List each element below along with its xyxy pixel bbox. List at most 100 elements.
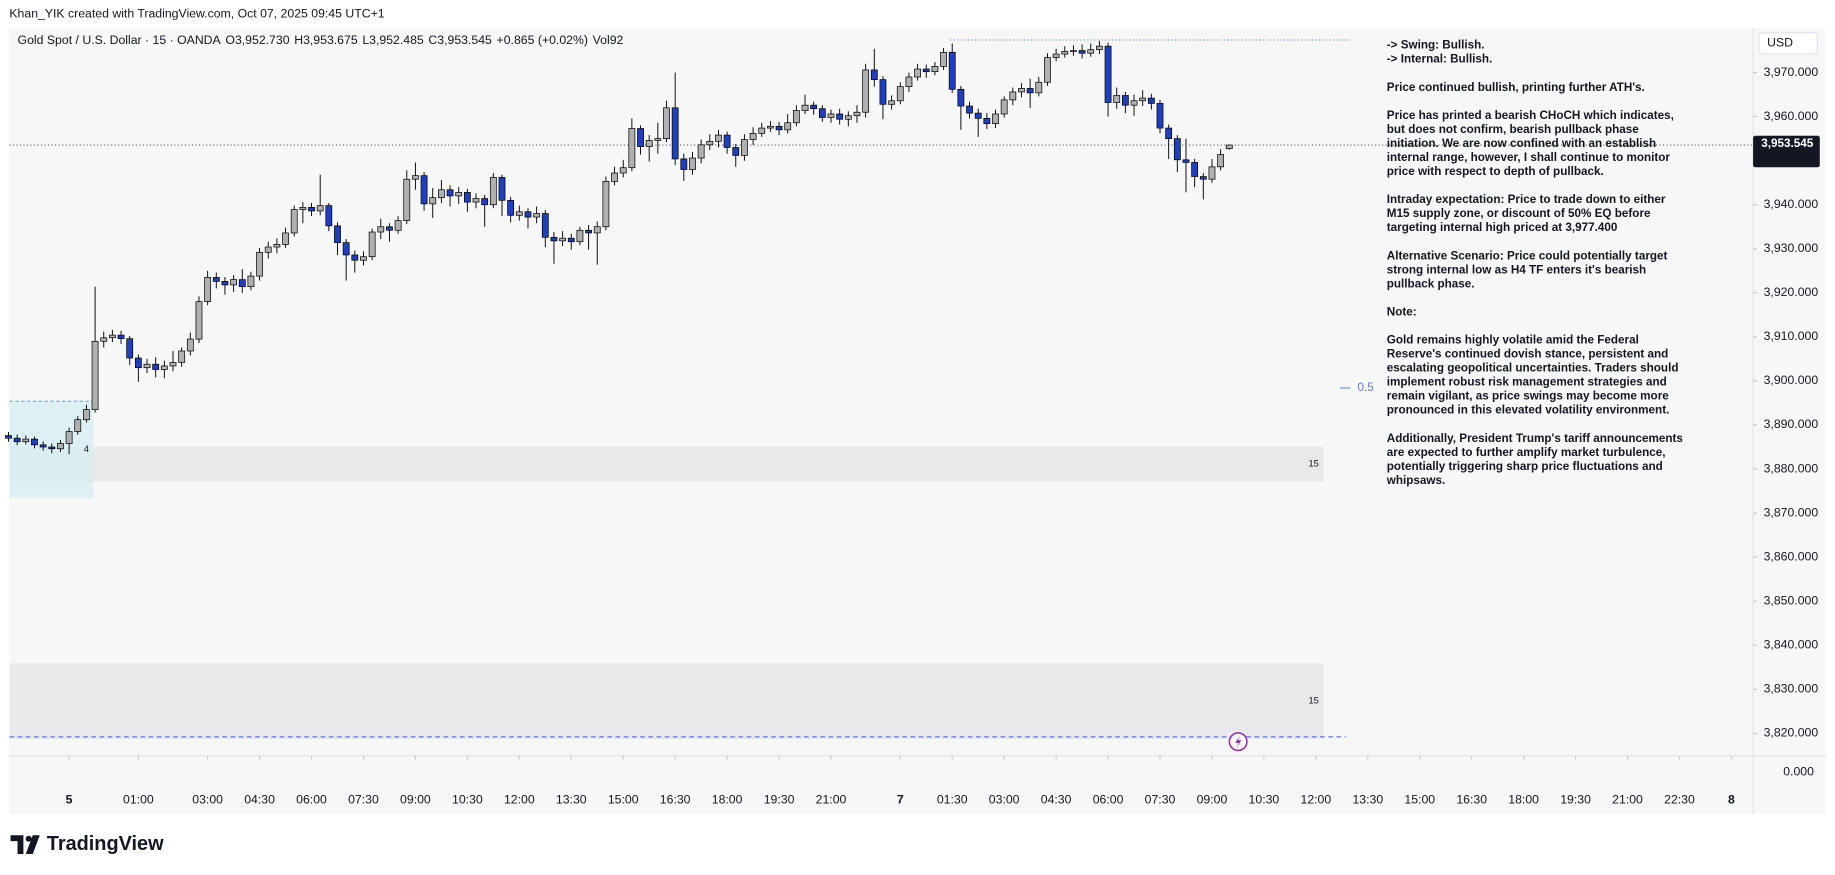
candle-body bbox=[1156, 103, 1164, 129]
note-line: potentially triggering sharp price fluct… bbox=[1387, 460, 1663, 473]
x-tick-label: 15:00 bbox=[1404, 792, 1435, 806]
candle-body bbox=[1199, 176, 1207, 180]
brand-logo bbox=[10, 835, 40, 854]
candle-body bbox=[334, 225, 341, 243]
candle-body bbox=[1035, 81, 1043, 94]
candle-body bbox=[299, 207, 307, 210]
candle-body bbox=[13, 437, 21, 443]
x-tick-label: 19:30 bbox=[1560, 792, 1591, 806]
candle-body bbox=[853, 111, 861, 117]
legend-value: O3,952.730 bbox=[225, 33, 289, 47]
candle-body bbox=[637, 128, 644, 147]
logo-t bbox=[10, 835, 24, 854]
candle-body bbox=[541, 213, 549, 238]
candle-body bbox=[1018, 88, 1025, 93]
y-tick-label: 3,900.000 bbox=[1764, 373, 1819, 387]
note-line: Alternative Scenario: Price could potent… bbox=[1387, 249, 1668, 262]
candle-body bbox=[1104, 45, 1112, 103]
candle-body bbox=[325, 205, 333, 227]
zones: 15 15 4 0.5 bbox=[9, 39, 1754, 740]
y-tick-label: 3,880.000 bbox=[1764, 461, 1819, 475]
note-line: M15 supply zone, or discount of 50% EQ b… bbox=[1387, 207, 1651, 220]
symbol-legend: Gold Spot / U.S. Dollar · 15 · OANDA O3,9… bbox=[18, 33, 624, 47]
candle-body bbox=[792, 110, 800, 124]
note-line: pronounced in this elevated volatility e… bbox=[1387, 404, 1670, 417]
x-tick-label: 03:00 bbox=[989, 792, 1020, 806]
candle-body bbox=[143, 363, 151, 369]
candle-body bbox=[974, 112, 982, 119]
symbol: Gold Spot / U.S. Dollar · 15 · OANDA bbox=[18, 33, 222, 47]
candle-body bbox=[1208, 166, 1216, 180]
candle-body bbox=[273, 244, 281, 248]
candle-body bbox=[948, 51, 956, 90]
candle-body bbox=[403, 178, 411, 221]
x-tick-label: 09:00 bbox=[1197, 792, 1228, 806]
candle-body bbox=[741, 139, 748, 156]
x-tick-label: 10:30 bbox=[1249, 792, 1280, 806]
candle-body bbox=[368, 231, 376, 258]
candle-body bbox=[940, 51, 947, 67]
candle-body bbox=[1113, 95, 1121, 103]
candle-body bbox=[931, 66, 939, 73]
candle-body bbox=[697, 144, 705, 159]
candle-body bbox=[801, 104, 809, 111]
candle-body bbox=[256, 251, 263, 277]
lightning-icon[interactable] bbox=[1228, 732, 1248, 752]
zone bbox=[9, 446, 1324, 482]
candle-body bbox=[247, 275, 255, 288]
legend-value: +0.865 (+0.02%) bbox=[497, 33, 588, 47]
x-tick-label: 07:30 bbox=[1145, 792, 1176, 806]
candle-body bbox=[195, 301, 203, 340]
currency[interactable]: USD bbox=[1767, 36, 1793, 50]
candle-body bbox=[576, 229, 584, 243]
candle-body bbox=[126, 338, 134, 359]
y-tick-label: 3,840.000 bbox=[1764, 638, 1819, 652]
candle-body bbox=[983, 118, 991, 125]
currency-box[interactable] bbox=[1758, 32, 1819, 55]
x-tick-label: 16:30 bbox=[1456, 792, 1487, 806]
candle-body bbox=[593, 226, 601, 234]
candle-body bbox=[160, 365, 168, 370]
candle-body bbox=[1070, 50, 1077, 52]
candle-body bbox=[472, 198, 480, 203]
note-line: -> Internal: Bullish. bbox=[1387, 53, 1493, 66]
candle-body bbox=[619, 167, 627, 174]
x-tick-label: 07:30 bbox=[348, 792, 379, 806]
candle-body bbox=[169, 362, 177, 367]
candle-body bbox=[1165, 127, 1173, 139]
candle-body bbox=[515, 211, 523, 216]
candle-body bbox=[455, 192, 463, 197]
candle-body bbox=[611, 172, 618, 182]
candle-body bbox=[1191, 162, 1199, 177]
candle-body bbox=[178, 350, 186, 363]
note-line: are expected to further amplify market t… bbox=[1387, 446, 1666, 459]
candle-body bbox=[1217, 154, 1225, 168]
candle-body bbox=[308, 207, 315, 212]
candle-body bbox=[524, 211, 532, 218]
note-line: Intraday expectation: Price to trade dow… bbox=[1387, 193, 1666, 206]
candle-body bbox=[922, 68, 930, 73]
candle-body bbox=[671, 107, 679, 160]
y-tick-label: 3,910.000 bbox=[1764, 329, 1819, 343]
x-tick-label: 12:00 bbox=[504, 792, 535, 806]
x-tick-label: 13:30 bbox=[1352, 792, 1383, 806]
candle-body bbox=[5, 435, 12, 439]
candle-body bbox=[645, 140, 653, 147]
candle-body bbox=[862, 69, 870, 113]
candle-body bbox=[870, 69, 878, 80]
candle-body bbox=[420, 175, 428, 205]
candle-body bbox=[1078, 50, 1086, 54]
candle-body bbox=[706, 140, 714, 146]
note-line: price with respect to depth of pullback. bbox=[1387, 165, 1604, 178]
candle-body bbox=[498, 177, 506, 201]
x-tick-label: 10:30 bbox=[452, 792, 483, 806]
candle-body bbox=[905, 76, 913, 88]
y-tick-label: 3,930.000 bbox=[1764, 241, 1819, 255]
candle-body bbox=[1130, 100, 1138, 106]
candle-body bbox=[446, 189, 454, 197]
candle-body bbox=[48, 446, 56, 450]
candle-body bbox=[238, 279, 246, 288]
note-line: implement robust risk management strateg… bbox=[1387, 376, 1667, 389]
candle-body bbox=[827, 113, 835, 118]
note-line: but does not confirm, bearish pullback p… bbox=[1387, 123, 1640, 136]
